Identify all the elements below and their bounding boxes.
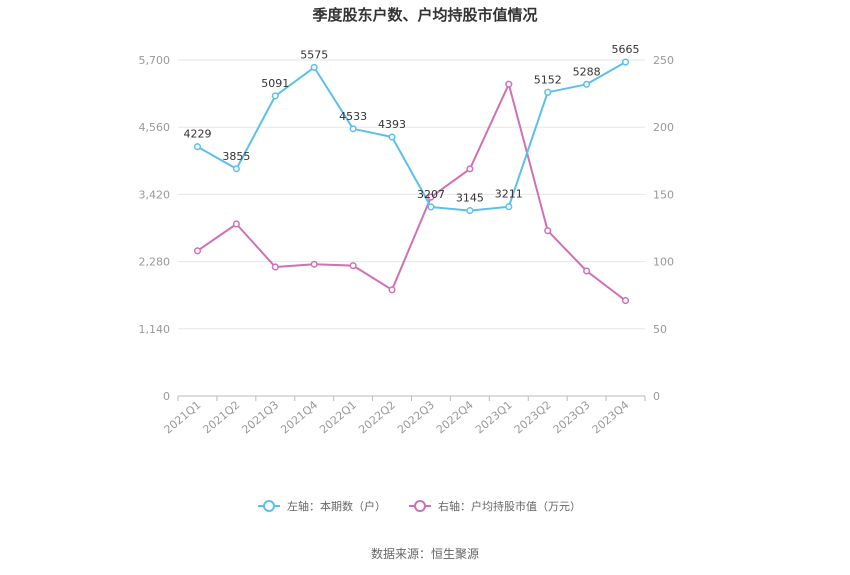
x-tick-label: 2023Q1 [473,398,515,436]
y-right-tick-label: 100 [653,256,674,269]
data-point [583,267,591,275]
y-left-tick-label: 0 [163,390,170,403]
data-point [310,260,318,268]
data-label: 5665 [612,43,640,56]
data-label: 5152 [534,73,562,86]
data-point [583,80,591,88]
data-point [544,227,552,235]
x-tick-label: 2022Q1 [317,398,359,436]
chart-title: 季度股东户数、户均持股市值情况 [312,6,537,24]
y-left-tick-label: 1,140 [139,323,171,336]
data-point [427,203,435,211]
y-left-tick-label: 3,420 [139,188,171,201]
data-label: 3145 [456,192,484,205]
data-point [349,262,357,270]
series-line-market-value [196,83,627,302]
data-point [621,58,630,66]
legend-label: 右轴：户均持股市值（万元） [438,499,581,513]
data-point [505,80,513,88]
x-tick-label: 2023Q4 [590,398,632,436]
y-right-tick-label: 50 [653,323,667,336]
x-tick-label: 2021Q2 [201,398,243,436]
data-point [388,133,396,141]
legend-swatch-marker [263,500,275,512]
data-label: 3855 [222,150,250,163]
y-right-tick-label: 150 [653,188,674,201]
series-layer: 4229 3855 5091 5575 4533 4393 3207 3145 3211 5152… [183,43,640,305]
source-note: 数据来源：恒生聚源 [371,546,479,561]
data-label: 5288 [573,65,601,78]
x-tick-label: 2021Q4 [278,398,320,436]
data-point [466,207,474,215]
legend-label: 左轴：本期数（户） [287,499,386,513]
data-label: 3207 [417,188,445,201]
y-left-tick-label: 2,280 [139,256,171,269]
x-tick-label: 2022Q4 [434,398,476,436]
left-axis-ticks: 0 1,140 2,280 3,420 4,560 5,700 [139,54,171,403]
legend-item-market-value[interactable]: 右轴：户均持股市值（万元） [409,499,581,513]
data-point [349,125,357,133]
x-tick-label: 2021Q1 [162,398,204,436]
data-point [388,286,396,294]
data-point [271,263,279,271]
data-label: 4533 [339,110,367,123]
data-point [232,220,240,228]
x-tick-label: 2023Q3 [551,398,593,436]
right-axis-ticks: 0 50 100 150 200 250 [653,54,674,403]
data-label: 3211 [495,188,523,201]
legend[interactable]: 左轴：本期数（户） 右轴：户均持股市值（万元） [258,499,581,513]
x-tick-label: 2022Q2 [356,398,398,436]
data-point [193,143,202,151]
data-label: 4393 [378,118,406,131]
y-left-tick-label: 5,700 [139,54,171,67]
x-axis: 2021Q12021Q22021Q32021Q42022Q12022Q22022… [162,395,646,436]
y-right-tick-label: 200 [653,121,674,134]
x-tick-label: 2021Q3 [239,398,281,436]
data-point [544,88,552,96]
data-point [505,203,513,211]
legend-swatch-marker [414,500,426,512]
data-label: 5091 [261,77,289,90]
data-point [621,297,630,305]
data-point [271,92,279,100]
x-tick-label: 2023Q2 [512,398,554,436]
data-point [466,165,474,173]
grid-lines [178,59,645,330]
data-point [310,63,318,71]
series-line-holders [197,61,626,212]
y-right-tick-label: 250 [653,54,674,67]
legend-item-holders[interactable]: 左轴：本期数（户） [258,499,386,513]
data-point [193,247,202,255]
y-left-tick-label: 4,560 [139,121,171,134]
data-label: 5575 [300,48,328,61]
data-point [232,165,240,173]
data-label: 4229 [183,128,211,141]
data-point [427,193,435,201]
x-tick-label: 2022Q3 [395,398,437,436]
y-right-tick-label: 0 [653,390,660,403]
